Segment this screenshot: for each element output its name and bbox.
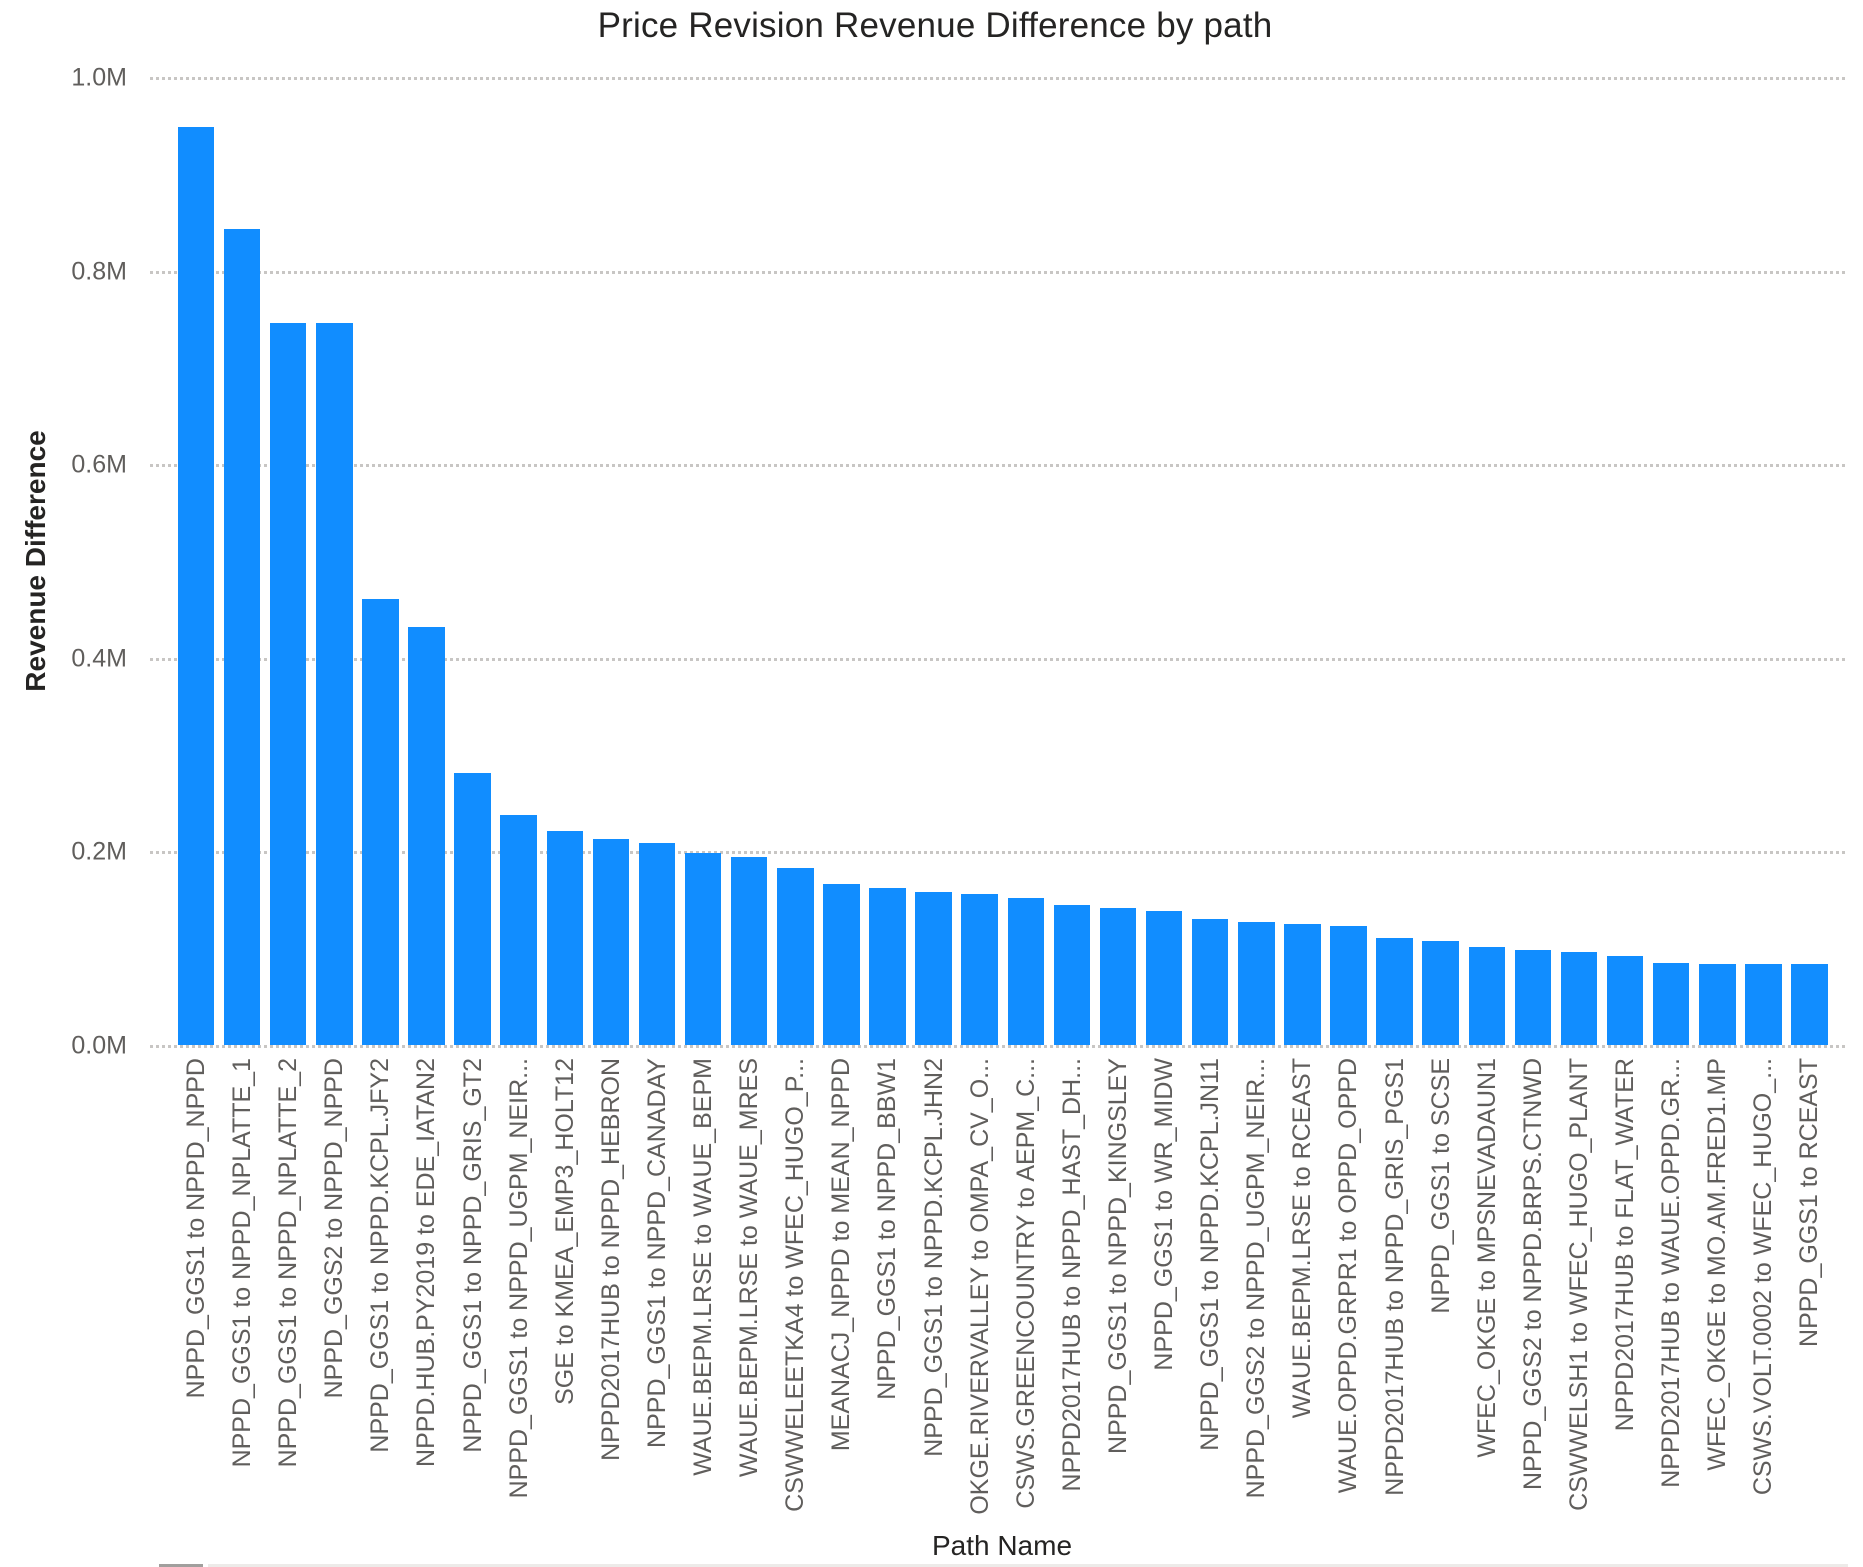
- bar[interactable]: [316, 322, 353, 1046]
- bar[interactable]: [1606, 956, 1644, 1046]
- y-tick-label: 0.2M: [71, 837, 127, 866]
- x-tick-label: NPPD2017HUB to FLAT_WATER: [1611, 1058, 1640, 1432]
- x-tick-label: WFEC_OKGE to MO.AM.FRED1.MP: [1703, 1058, 1732, 1471]
- bar[interactable]: [269, 322, 307, 1046]
- bar[interactable]: [1560, 951, 1598, 1046]
- bar[interactable]: [869, 887, 906, 1046]
- x-tick-label: NPPD_GGS1 to NPPD_NPLATTE_2: [274, 1058, 303, 1468]
- x-tick-label: CSWWELSH1 to WFEC_HUGO_PLANT: [1564, 1058, 1593, 1511]
- x-tick-label: WAUE.BEPM.LRSE to RCEAST: [1288, 1058, 1317, 1419]
- x-tick-label: NPPD_GGS1 to NPPD_CANADAY: [642, 1058, 671, 1448]
- x-tick-label: OKGE.RIVERVALLEY to OMPA_CV_O...: [965, 1058, 994, 1515]
- x-tick-label: NPPD_GGS1 to NPPD.KCPL.JHN2: [919, 1058, 948, 1457]
- bar[interactable]: [915, 891, 952, 1046]
- bar[interactable]: [1791, 964, 1828, 1046]
- bar[interactable]: [1330, 925, 1367, 1046]
- bar[interactable]: [1284, 923, 1321, 1046]
- bar[interactable]: [1699, 964, 1736, 1046]
- x-tick-label: SGE to KMEA_EMP3_HOLT12: [550, 1058, 579, 1405]
- bar[interactable]: [592, 839, 630, 1046]
- bar[interactable]: [362, 598, 399, 1046]
- y-tick-label: 0.6M: [71, 450, 127, 479]
- gridline: [150, 270, 1845, 274]
- bar[interactable]: [1053, 905, 1091, 1046]
- horizontal-scrollbar-track[interactable]: [208, 1564, 1848, 1567]
- bar[interactable]: [1745, 964, 1782, 1046]
- bar[interactable]: [1376, 938, 1413, 1046]
- bar[interactable]: [684, 852, 722, 1046]
- x-tick-label: NPPD_GGS1 to WR_MIDW: [1150, 1058, 1179, 1371]
- bar[interactable]: [177, 127, 215, 1046]
- x-tick-label: NPPD2017HUB to WAUE.OPPD.GR...: [1657, 1058, 1686, 1488]
- bar[interactable]: [223, 228, 261, 1046]
- bar[interactable]: [638, 843, 676, 1046]
- bar[interactable]: [500, 815, 537, 1046]
- x-tick-label: WFEC_OKGE to MPSNEVADAUN1: [1472, 1058, 1501, 1458]
- x-tick-label: NPPD_GGS1 to NPPD_GRIS_GT2: [458, 1058, 487, 1453]
- x-tick-label: NPPD_GGS1 to NPPD.KCPL.JN11: [1196, 1058, 1225, 1451]
- bar[interactable]: [1468, 946, 1505, 1046]
- bar[interactable]: [1099, 908, 1137, 1046]
- x-tick-label: NPPD_GGS1 to NPPD_KINGSLEY: [1103, 1058, 1132, 1454]
- x-tick-label: NPPD_GGS1 to SCSE: [1426, 1058, 1455, 1314]
- x-tick-label: NPPD_GGS1 to NPPD_UGPM_NEIR...: [504, 1058, 533, 1499]
- x-tick-label: NPPD2017HUB to NPPD_HEBRON: [596, 1058, 625, 1461]
- bar[interactable]: [1652, 963, 1690, 1046]
- gridline: [150, 851, 1845, 854]
- x-tick-label: NPPD2017HUB to NPPD_GRIS_PGS1: [1380, 1058, 1409, 1496]
- bar[interactable]: [546, 830, 583, 1046]
- horizontal-scrollbar-thumb[interactable]: [159, 1564, 203, 1567]
- bar[interactable]: [961, 893, 998, 1046]
- x-tick-label: NPPD_GGS2 to NPPD_NPPD: [320, 1058, 349, 1399]
- bar[interactable]: [408, 626, 445, 1046]
- bar[interactable]: [1191, 918, 1229, 1046]
- gridline: [150, 77, 1845, 80]
- x-tick-label: CSWWELEETKA4 to WFEC_HUGO_P...: [781, 1058, 810, 1512]
- y-tick-label: 0.8M: [71, 257, 127, 285]
- bar[interactable]: [1007, 898, 1044, 1046]
- bar[interactable]: [1238, 921, 1275, 1046]
- y-tick-label: 0.0M: [71, 1031, 127, 1059]
- x-tick-label: NPPD_GGS2 to NPPD_UGPM_NEIR...: [1242, 1058, 1271, 1499]
- x-tick-label: NPPD2017HUB to NPPD_HAST_DH...: [1057, 1058, 1086, 1492]
- x-axis-title: Path Name: [931, 1530, 1073, 1561]
- x-tick-label: NPPD_GGS2 to NPPD.BRPS.CTNWD: [1518, 1058, 1547, 1491]
- x-tick-label: WAUE.BEPM.LRSE to WAUE_MRES: [735, 1058, 764, 1478]
- x-tick-label: NPPD.HUB.PY2019 to EDE_IATAN2: [412, 1058, 441, 1467]
- x-tick-label: NPPD_GGS1 to NPPD_NPPD: [181, 1058, 210, 1399]
- y-tick-label: 1.0M: [71, 63, 127, 92]
- x-tick-label: NPPD_GGS1 to RCEAST: [1795, 1058, 1824, 1347]
- x-tick-label: NPPD_GGS1 to NPPD_BBW1: [873, 1058, 902, 1400]
- bar[interactable]: [1422, 941, 1459, 1046]
- gridline: [150, 1044, 1845, 1048]
- x-tick-label: NPPD_GGS1 to NPPD.KCPL.JFY2: [366, 1058, 395, 1453]
- y-tick-label: 0.4M: [71, 644, 127, 672]
- x-tick-label: WAUE.OPPD.GRPR1 to OPPD_OPPD: [1334, 1058, 1363, 1494]
- bar[interactable]: [1145, 911, 1183, 1046]
- x-tick-label: CSWS.GREENCOUNTRY to AEPM_C...: [1011, 1058, 1040, 1509]
- bar[interactable]: [730, 856, 768, 1046]
- x-tick-label: CSWS.VOLT.0002 to WFEC_HUGO_...: [1749, 1058, 1778, 1496]
- gridline: [150, 464, 1845, 467]
- chart-title: Price Revision Revenue Difference by pat…: [597, 6, 1273, 45]
- x-tick-label: NPPD_GGS1 to NPPD_NPLATTE_1: [228, 1058, 257, 1468]
- x-tick-label: MEANACJ_NPPD to MEAN_NPPD: [827, 1058, 856, 1452]
- bar[interactable]: [777, 868, 814, 1046]
- bar[interactable]: [823, 883, 860, 1046]
- bar[interactable]: [1514, 949, 1552, 1046]
- gridline: [150, 657, 1845, 661]
- x-tick-label: WAUE.BEPM.LRSE to WAUE_BEPM: [689, 1058, 718, 1476]
- bar[interactable]: [454, 772, 491, 1046]
